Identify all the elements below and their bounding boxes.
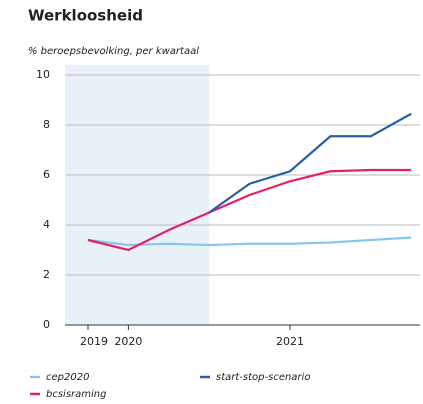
- y-tick-label: 8: [43, 118, 50, 131]
- y-tick-label: 2: [43, 268, 50, 281]
- y-tick-label: 0: [43, 318, 50, 331]
- history-shade: [65, 65, 210, 325]
- series-line: [208, 112, 412, 214]
- legend-label: cep2020: [46, 372, 89, 383]
- chart-title: Werkloosheid: [28, 7, 143, 25]
- legend-label: start-stop-scenario: [216, 372, 310, 383]
- x-tick-label: 2021: [276, 335, 304, 348]
- y-tick-label: 6: [43, 168, 50, 181]
- x-tick-label: 2020: [114, 335, 142, 348]
- legend-label: bcsisraming: [46, 389, 107, 400]
- series-line: [87, 236, 412, 247]
- y-tick-label: 4: [43, 218, 50, 231]
- y-tick-label: 10: [36, 68, 50, 81]
- series-line: [87, 168, 412, 252]
- x-tick-label: 2019: [80, 335, 108, 348]
- chart-subtitle: % beroepsbevolking, per kwartaal: [28, 46, 199, 57]
